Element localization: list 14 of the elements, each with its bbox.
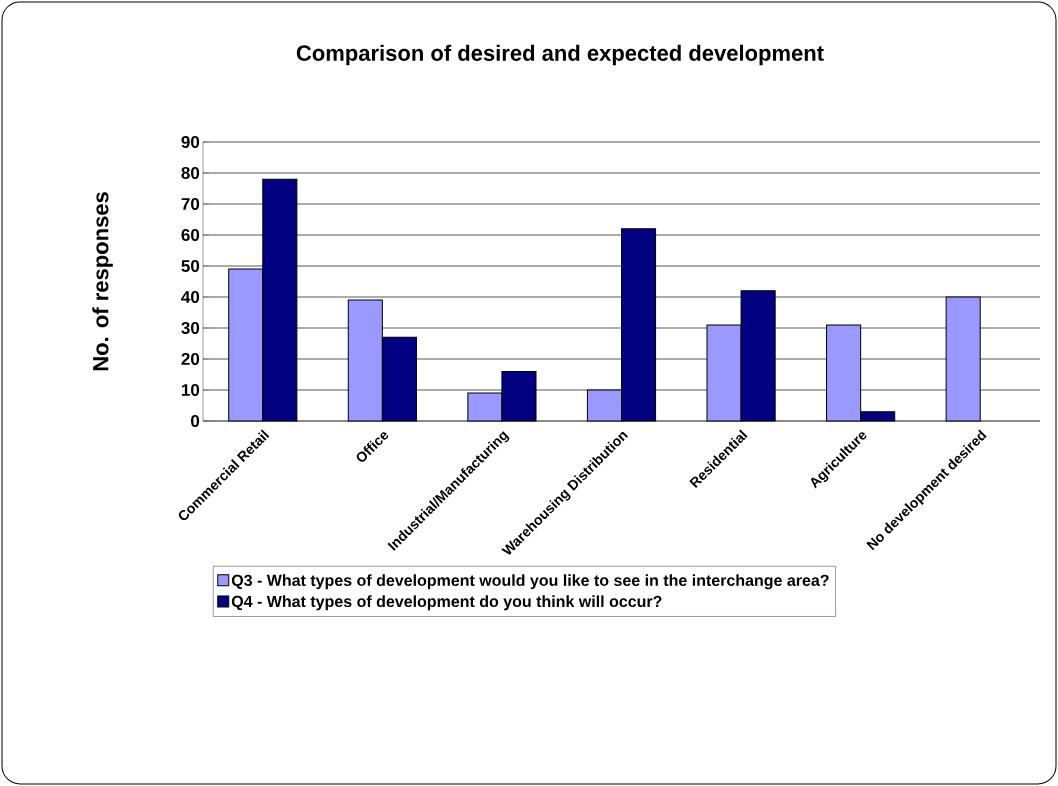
- y-tick-label: 60: [181, 228, 200, 242]
- chart-title: Comparison of desired and expected development: [296, 44, 824, 66]
- y-tick-label: 40: [181, 290, 200, 304]
- legend-label: Q3 - What types of development would you like to see in the interchange area?: [231, 574, 829, 590]
- y-tick-label: 90: [181, 135, 200, 149]
- y-tick-label: 70: [181, 197, 200, 211]
- y-tick-label: 50: [181, 259, 200, 273]
- y-tick-label: 20: [181, 352, 200, 366]
- y-tick-label: 10: [181, 383, 200, 397]
- y-tick-label: 0: [191, 414, 200, 428]
- y-tick-label: 80: [181, 166, 200, 180]
- y-tick-label: 30: [181, 321, 200, 335]
- y-axis-title: No. of responses: [92, 192, 113, 371]
- legend-label: Q4 - What types of development do you think will occur?: [231, 595, 662, 611]
